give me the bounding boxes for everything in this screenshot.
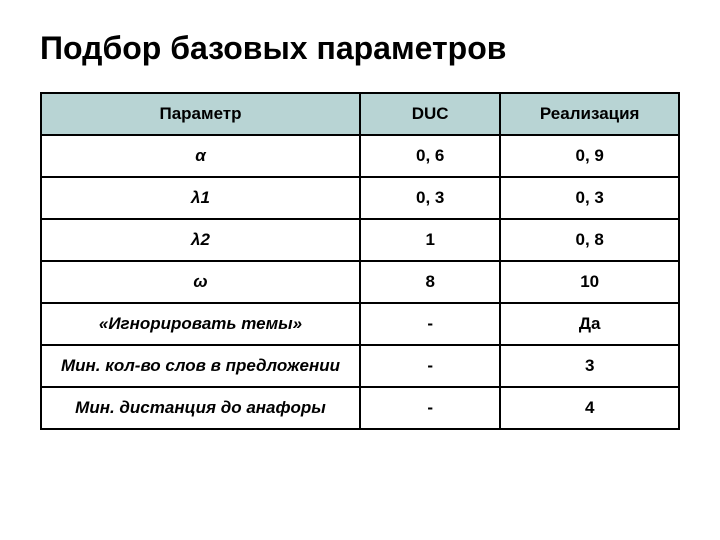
header-real: Реализация (500, 93, 679, 135)
table-row: Мин. дистанция до анафоры - 4 (41, 387, 679, 429)
parameters-table: Параметр DUC Реализация α 0, 6 0, 9 λ1 0… (40, 92, 680, 430)
cell-duc: - (360, 387, 500, 429)
cell-duc: 8 (360, 261, 500, 303)
cell-param: λ1 (41, 177, 360, 219)
cell-duc: 0, 3 (360, 177, 500, 219)
cell-duc: - (360, 303, 500, 345)
header-param: Параметр (41, 93, 360, 135)
cell-real: 3 (500, 345, 679, 387)
table-row: ω 8 10 (41, 261, 679, 303)
cell-param: α (41, 135, 360, 177)
cell-duc: 1 (360, 219, 500, 261)
cell-param: Мин. кол-во слов в предложении (41, 345, 360, 387)
table-row: λ1 0, 3 0, 3 (41, 177, 679, 219)
table-row: λ2 1 0, 8 (41, 219, 679, 261)
table-row: α 0, 6 0, 9 (41, 135, 679, 177)
header-duc: DUC (360, 93, 500, 135)
table-row: Мин. кол-во слов в предложении - 3 (41, 345, 679, 387)
table-header-row: Параметр DUC Реализация (41, 93, 679, 135)
cell-real: Да (500, 303, 679, 345)
cell-param: λ2 (41, 219, 360, 261)
page-title: Подбор базовых параметров (40, 30, 680, 67)
table-row: «Игнорировать темы» - Да (41, 303, 679, 345)
cell-param: «Игнорировать темы» (41, 303, 360, 345)
cell-real: 0, 3 (500, 177, 679, 219)
cell-real: 0, 9 (500, 135, 679, 177)
cell-duc: - (360, 345, 500, 387)
cell-real: 10 (500, 261, 679, 303)
cell-param: ω (41, 261, 360, 303)
cell-param: Мин. дистанция до анафоры (41, 387, 360, 429)
cell-duc: 0, 6 (360, 135, 500, 177)
cell-real: 4 (500, 387, 679, 429)
cell-real: 0, 8 (500, 219, 679, 261)
